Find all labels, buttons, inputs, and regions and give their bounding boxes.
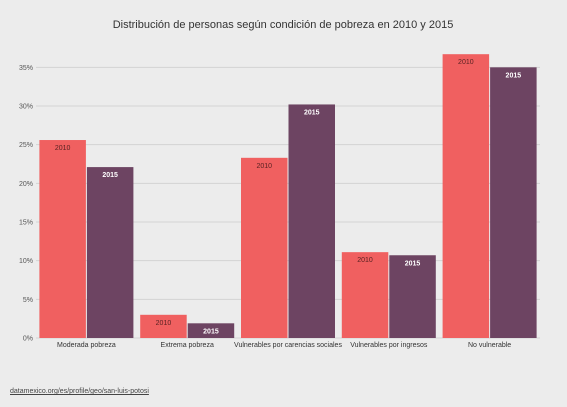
x-category-label: Moderada pobreza	[57, 342, 116, 349]
bar-data-label: 2010	[156, 320, 172, 327]
x-category-label: Vulnerables por carencias sociales	[234, 342, 342, 349]
y-tick-label: 0%	[23, 336, 33, 343]
bar-2010	[341, 252, 389, 338]
bar-data-label: 2010	[357, 257, 373, 264]
bar-data-label: 2010	[458, 59, 474, 66]
y-tick-label: 30%	[19, 104, 33, 111]
bar-data-label: 2015	[102, 172, 118, 179]
bar-2015	[86, 167, 134, 338]
x-category-label: Vulnerables por ingresos	[350, 342, 428, 349]
bar-2015	[389, 255, 436, 338]
x-category-label: No vulnerable	[468, 342, 511, 349]
bar-2010	[442, 54, 490, 338]
bar-2010	[241, 157, 288, 338]
y-tick-label: 25%	[19, 142, 33, 149]
bar-data-label: 2015	[405, 260, 421, 267]
y-tick-label: 5%	[23, 297, 33, 304]
bar-data-label: 2010	[55, 145, 71, 152]
x-axis-categories: Moderada pobreza Extrema pobreza Vulnerabl…	[57, 342, 511, 349]
y-tick-label: 15%	[19, 220, 33, 227]
chart-title: Distribución de personas según condición…	[113, 19, 454, 31]
bar-data-label: 2015	[506, 72, 522, 79]
bar-2010	[140, 314, 187, 338]
y-tick-label: 35%	[19, 65, 33, 72]
bar-2015	[187, 323, 235, 338]
bar-2010	[39, 140, 86, 338]
bar-labels: 2010 2015 2010 2015 2010 2015 2010 2015 2010 2015	[55, 59, 521, 335]
bar-data-label: 2010	[256, 163, 272, 170]
bars	[39, 54, 537, 338]
y-tick-label: 10%	[19, 258, 33, 265]
x-category-label: Extrema pobreza	[161, 342, 214, 349]
bar-2015	[288, 104, 335, 338]
source-link[interactable]: datamexico.org/es/profile/geo/san-luis-p…	[10, 388, 149, 395]
bar-data-label: 2015	[304, 109, 320, 116]
y-axis-ticks: 0% 5% 10% 15% 20% 25% 30% 35%	[19, 65, 33, 343]
bar-data-label: 2015	[203, 328, 219, 335]
bar-2015	[490, 67, 537, 338]
y-tick-label: 20%	[19, 181, 33, 188]
